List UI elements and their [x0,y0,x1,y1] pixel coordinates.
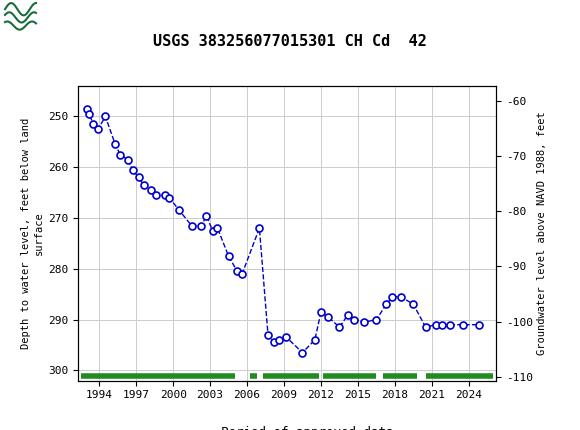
Y-axis label: Groundwater level above NAVD 1988, feet: Groundwater level above NAVD 1988, feet [536,111,547,355]
Text: USGS: USGS [42,10,97,28]
Text: USGS 383256077015301 CH Cd  42: USGS 383256077015301 CH Cd 42 [153,34,427,49]
FancyBboxPatch shape [4,3,37,35]
Y-axis label: Depth to water level, feet below land
surface: Depth to water level, feet below land su… [21,118,44,349]
Legend: Period of approved data: Period of approved data [175,421,399,430]
